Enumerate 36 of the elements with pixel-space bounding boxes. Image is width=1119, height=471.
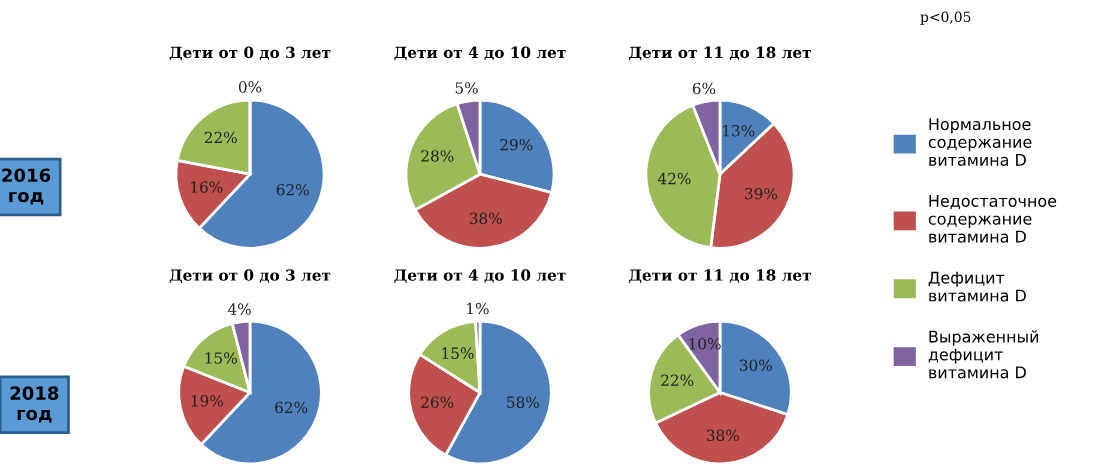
text: p<0,05	[920, 11, 971, 25]
chart-title: Дети от 4 до 10 лет	[394, 269, 566, 284]
chart-title: Дети от 4 до 10 лет	[394, 46, 566, 61]
data-label: 4%	[227, 303, 251, 315]
data-label: 39%	[745, 187, 778, 200]
data-label: 28%	[421, 150, 454, 162]
text: 2016 год	[2, 168, 51, 205]
data-label: 6%	[692, 82, 716, 95]
chart-title: Дети от 11 до 18 лет	[629, 46, 811, 61]
data-label: 58%	[507, 396, 539, 408]
data-label: 42%	[657, 172, 691, 185]
data-label: 38%	[706, 429, 739, 442]
legend-label: Недостаточное содержание витамина D	[928, 195, 1057, 243]
data-label: 26%	[421, 396, 454, 408]
data-label: 22%	[661, 374, 694, 386]
chart-title: Дети от 0 до 3 лет	[169, 46, 331, 61]
chart-title: Дети от 11 до 18 лет	[629, 269, 811, 284]
data-label: 13%	[723, 124, 755, 137]
data-label: 16%	[191, 181, 223, 193]
data-label: 22%	[204, 131, 237, 144]
data-label: 29%	[500, 138, 533, 151]
text: 2018 год	[10, 386, 59, 423]
legend-label: Нормальное содержание витамина D	[928, 118, 1032, 166]
data-label: 1%	[467, 302, 489, 315]
data-label: 38%	[469, 212, 502, 225]
data-label: 19%	[191, 395, 223, 407]
chart-title: Дети от 0 до 3 лет	[169, 269, 331, 284]
data-label: 62%	[276, 183, 309, 196]
data-label: 15%	[442, 347, 474, 359]
text: 0%	[238, 81, 262, 93]
data-label: 30%	[739, 359, 772, 371]
data-label: 62%	[275, 401, 308, 414]
legend-label: Выраженный дефицит витамина D	[928, 330, 1039, 379]
legend-label: Дефицит витамина D	[928, 271, 1026, 302]
data-label: 5%	[455, 82, 478, 94]
data-label: 15%	[205, 352, 237, 364]
